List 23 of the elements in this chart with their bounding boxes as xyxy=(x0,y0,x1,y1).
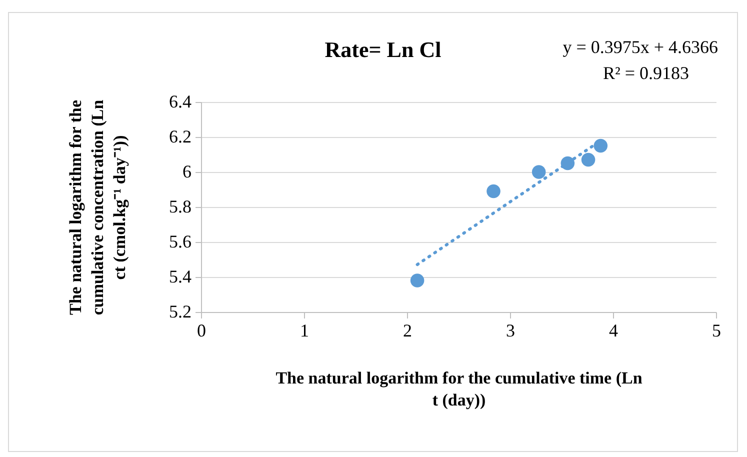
y-tick-label: 6.4 xyxy=(169,92,192,112)
x-tick-label: 0 xyxy=(197,320,206,340)
x-tick-label: 3 xyxy=(506,320,515,340)
point xyxy=(410,274,424,288)
x-tick-label: 5 xyxy=(712,320,721,340)
y-tick-label: 5.8 xyxy=(169,196,192,216)
point xyxy=(486,184,500,198)
x-tick-label: 4 xyxy=(609,320,618,340)
point xyxy=(594,138,608,153)
text: y = 0.3975x + 4.6366 xyxy=(562,37,718,57)
point xyxy=(581,152,596,167)
text: R² = 0.9183 xyxy=(602,63,690,83)
point xyxy=(532,165,546,179)
x-axis-title: The natural logarithm for the cumulative time (Ln t (day)) xyxy=(276,368,643,410)
y-tick-label: 5.2 xyxy=(169,302,192,322)
x-tick-label: 2 xyxy=(403,320,412,340)
y-tick-label: 6 xyxy=(182,162,192,182)
chart-title: Rate= Ln Cl xyxy=(324,37,442,62)
y-tick-label: 5.4 xyxy=(169,266,192,286)
x-tick-label: 1 xyxy=(300,320,309,340)
y-tick-label: 5.6 xyxy=(169,232,192,252)
y-axis-title: The natural logarithm for the cumulative concentration (Ln ct (cmol.kg⁻¹ day⁻¹)) xyxy=(66,99,129,316)
y-tick-label: 6.2 xyxy=(169,126,192,146)
